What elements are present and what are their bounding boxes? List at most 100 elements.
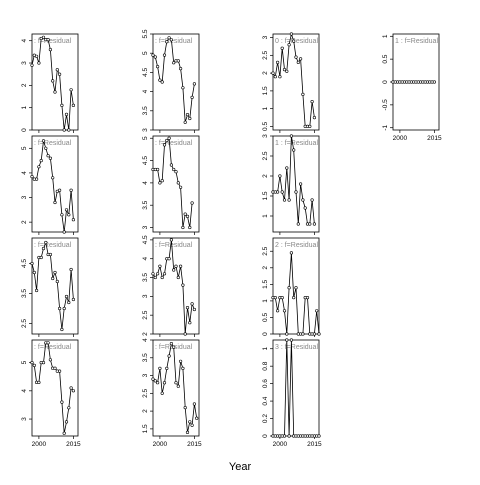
data-point: [192, 82, 196, 86]
data-point: [287, 434, 291, 438]
panel-frame: [152, 237, 200, 335]
y-tick-label: 1: [262, 299, 269, 303]
y-tick-label: 5: [21, 360, 28, 364]
y-tick-label: 3: [142, 225, 149, 229]
data-point: [315, 309, 319, 313]
panel-label: : f=Residual: [155, 38, 193, 45]
data-point: [289, 32, 294, 36]
x-tick-label: 2015: [66, 441, 81, 448]
panel-label: 1 : f=Residual: [395, 38, 438, 45]
data-point: [188, 225, 192, 230]
data-point: [172, 268, 176, 272]
data-point: [179, 185, 183, 189]
y-tick-label: 4: [142, 181, 149, 185]
data-point: [69, 386, 73, 390]
data-point: [151, 53, 155, 57]
y-tick-label: 4: [142, 338, 149, 342]
y-tick-label: 0.5: [262, 313, 269, 322]
data-point: [71, 389, 75, 393]
data-point: [301, 92, 305, 96]
data-point: [48, 358, 53, 362]
y-tick-label: 5: [21, 146, 28, 150]
x-tick-label: 2000: [393, 135, 408, 142]
data-point: [292, 148, 296, 152]
data-point: [67, 128, 71, 132]
data-point: [57, 188, 62, 192]
data-point: [39, 159, 43, 163]
data-point: [71, 218, 75, 222]
data-point: [44, 146, 48, 150]
data-point: [53, 270, 57, 275]
y-tick-label: 2: [262, 174, 269, 178]
data-point: [188, 420, 192, 424]
facet-panel: : f=Residual 2.5 3.5 4.5: [21, 237, 79, 337]
data-point: [174, 381, 178, 385]
panel-label: : f=Residual: [155, 140, 193, 147]
y-tick-label: 1: [262, 214, 269, 218]
data-point: [183, 120, 187, 124]
data-point: [160, 391, 164, 395]
data-point: [156, 167, 160, 172]
data-point: [308, 124, 312, 128]
data-point: [160, 275, 164, 280]
data-point: [299, 182, 303, 186]
data-point: [53, 90, 57, 94]
data-point: [48, 252, 53, 257]
y-tick-label: 3: [262, 35, 269, 39]
panel-label: : f=Residual: [34, 344, 72, 351]
y-tick-label: 5.5: [142, 29, 149, 38]
data-point: [301, 198, 305, 202]
y-tick-label: 3: [21, 417, 28, 421]
y-tick-label: 0.6: [262, 379, 269, 388]
data-point: [317, 332, 321, 336]
data-point: [192, 307, 196, 312]
data-point: [44, 240, 48, 245]
y-tick-label: 1.5: [262, 86, 269, 95]
facet-panel: : f=Residual 3 3.5 4 4.5 5 5.5: [142, 29, 200, 133]
data-point: [299, 57, 303, 61]
data-point: [69, 88, 73, 92]
data-point: [46, 37, 50, 42]
data-point: [179, 264, 183, 268]
data-point: [294, 55, 298, 59]
facet-panel: 2 : f=Residual 0 0.5 1 1.5 2 2.5: [262, 237, 321, 337]
data-point: [34, 177, 39, 181]
y-tick-label: 4.5: [142, 68, 149, 77]
data-point: [181, 283, 185, 287]
data-point: [289, 251, 294, 255]
data-point: [46, 341, 50, 345]
y-tick-label: 3.5: [142, 200, 149, 209]
data-point: [30, 63, 34, 67]
data-point: [181, 86, 185, 90]
data-point: [160, 80, 164, 84]
data-point: [181, 225, 185, 230]
data-point: [71, 297, 75, 302]
data-point: [30, 261, 34, 266]
data-point: [153, 379, 157, 383]
data-point: [287, 43, 291, 47]
data-point: [273, 75, 277, 79]
x-tick-label: 2015: [427, 135, 442, 142]
y-tick-label: 2.5: [262, 246, 269, 255]
data-point: [296, 60, 300, 65]
panel-label: 0 : f=Residual: [275, 38, 318, 45]
data-point: [273, 296, 277, 300]
data-point: [287, 198, 291, 202]
data-point: [280, 46, 284, 50]
data-point: [41, 35, 46, 39]
data-point: [181, 366, 185, 371]
data-point: [169, 163, 173, 167]
data-point: [305, 296, 310, 300]
y-tick-label: 2.5: [142, 310, 149, 319]
data-point: [51, 176, 55, 180]
panel-frame: [272, 237, 320, 335]
panel-label: 2 : f=Residual: [275, 242, 318, 249]
data-point: [55, 68, 59, 72]
data-point: [179, 66, 183, 71]
panel-frame: [31, 237, 79, 335]
data-point: [282, 198, 287, 202]
data-point: [176, 181, 180, 185]
data-point: [176, 384, 180, 388]
y-tick-label: 0.4: [262, 396, 269, 405]
